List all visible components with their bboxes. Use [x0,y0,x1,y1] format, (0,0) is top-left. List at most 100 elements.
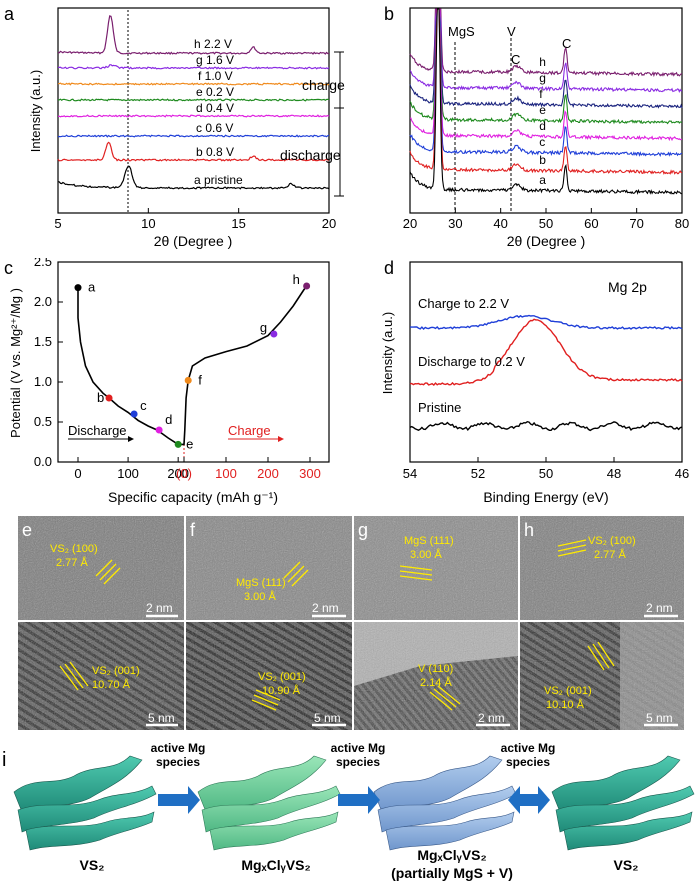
x-tick-label: 200 [257,466,279,481]
x-tick-label: 46 [675,466,689,481]
trace-letter: h [539,55,546,69]
xrd-trace-e [409,8,683,125]
mgxclyvs2-structure [197,755,341,851]
state-point-label: f [198,372,202,387]
x-tick-label: (0) [176,466,192,481]
lattice-label: MgS (111) [236,577,286,589]
state-point-a [74,284,82,292]
x-tick-label: 10 [141,216,155,231]
x-axis-label: 2θ (Degree ) [154,233,233,249]
charge-label: Charge [228,423,271,438]
panel-letter: c [4,258,13,278]
lattice-lines [95,559,121,585]
state-points: a b c de f g h [74,272,311,451]
x-tick-label: 20 [322,216,336,231]
spectrum-title: Mg 2p [608,279,647,295]
x-tick-label: 50 [539,216,553,231]
trace-label: d 0.4 V [196,101,234,115]
xrd-traces [409,8,683,195]
xrd-trace-g [57,64,330,70]
xps-curve-1 [409,318,683,386]
x-ticks: 0 100 200(0) 100 200 300 [74,457,321,481]
xps-curves [409,314,683,432]
x-axis-label: Specific capacity (mAh g⁻¹) [108,489,278,505]
tem-noise [354,622,518,730]
panel-letter: g [358,520,368,540]
trace-letter: a [539,173,546,187]
y-tick-label: 1.5 [34,334,52,349]
y-tick-label: 2.5 [34,258,52,269]
trace-label: e 0.2 V [196,85,234,99]
xps-curve-0 [410,314,683,330]
x-tick-label: 100 [117,466,139,481]
lattice-lines [557,539,587,557]
state-point-e [174,440,182,448]
curve-label-discharge: Discharge to 0.2 V [418,354,525,369]
state-point-label: c [140,398,147,413]
tem-noise [18,516,184,620]
x-tick-label: 70 [629,216,643,231]
stage-label: VS₂ [80,857,105,873]
x-ticks: 54 52 50 48 46 [403,457,689,481]
stage-label: (partially MgS + V) [391,865,513,881]
panel-a-xrd: a h 2.2 V g 1.6 V f 1.0 V e 0.2 V d 0.4 V c 0… [4,4,345,249]
spacing-label: 2.77 Å [594,548,626,561]
state-point-label: g [260,320,267,335]
xrd-trace-b [57,141,330,162]
c-label: C [562,36,571,51]
panel-letter: b [384,4,394,24]
arrow-label: active Mg [151,741,206,755]
lattice-label: VS₂ (001) [544,685,592,697]
spacing-label: 10.70 Å [92,678,131,691]
x-axis-label: Binding Energy (eV) [483,489,608,505]
stage-label: MgₓClᵧVS₂ [241,857,310,873]
trace-label: c 0.6 V [196,121,233,135]
y-axis-label: Intensity (a.u.) [28,70,43,152]
tem-panel-e: e VS₂ (100) 2.77 Å 2 nm VS₂ (001) 10.70 … [18,516,184,730]
lattice-label: VS₂ (100) [50,543,98,555]
trace-letter: e [539,103,546,117]
trace-letter: g [539,71,546,85]
panel-letter: a [4,4,15,24]
plot-frame [57,261,330,463]
tem-noise [186,622,352,730]
state-point-c [130,410,138,418]
state-point-label: e [186,436,193,451]
panel-d-xps: d Mg 2p Charge to 2.2 V Discharge to 0.2… [380,258,689,505]
xrd-trace-g [409,8,683,94]
spacing-label: 3.00 Å [244,590,276,603]
scale-bar-label: 2 nm [478,711,505,725]
y-tick-label: 2.0 [34,294,52,309]
lattice-label: MgS (111) [404,535,454,547]
scale-bar-label: 2 nm [146,601,173,615]
curve-label-charge: Charge to 2.2 V [418,296,509,311]
lattice-lines [587,641,615,671]
y-tick-label: 0.0 [34,454,52,469]
spacing-label: 3.00 Å [410,548,442,561]
xrd-trace-d [409,8,683,142]
x-tick-label: 5 [54,216,61,231]
vs2-structure [13,755,157,851]
tem-panel-f: f MgS (111) 3.00 Å 2 nm VS₂ (001) 10.90 … [186,516,352,730]
lattice-lines [429,685,461,711]
x-tick-label: 80 [675,216,689,231]
xrd-trace-f [57,82,330,86]
arrow-label: active Mg [331,741,386,755]
xps-curve-2 [409,420,683,432]
arrow-label: species [156,755,200,769]
x-tick-label: 0 [74,466,81,481]
xrd-trace-c [57,134,330,138]
y-tick-label: 1.0 [34,374,52,389]
stage-label: VS₂ [614,857,639,873]
scale-bar-label: 2 nm [312,601,339,615]
spacing-label: 2.14 Å [420,676,452,689]
forward-arrow [338,786,380,814]
xrd-traces [57,15,330,190]
tem-panel-g: g MgS (111) 3.00 Å V (110) 2.14 Å 2 nm [354,516,518,730]
panel-letter: i [2,749,6,771]
xrd-trace-h [57,15,330,55]
xrd-trace-f [409,8,683,109]
partial-mgs-v-structure [373,755,517,851]
discharge-label: discharge [280,147,341,163]
panel-i-schematic: i active Mg species active Mg species ac… [2,741,695,881]
